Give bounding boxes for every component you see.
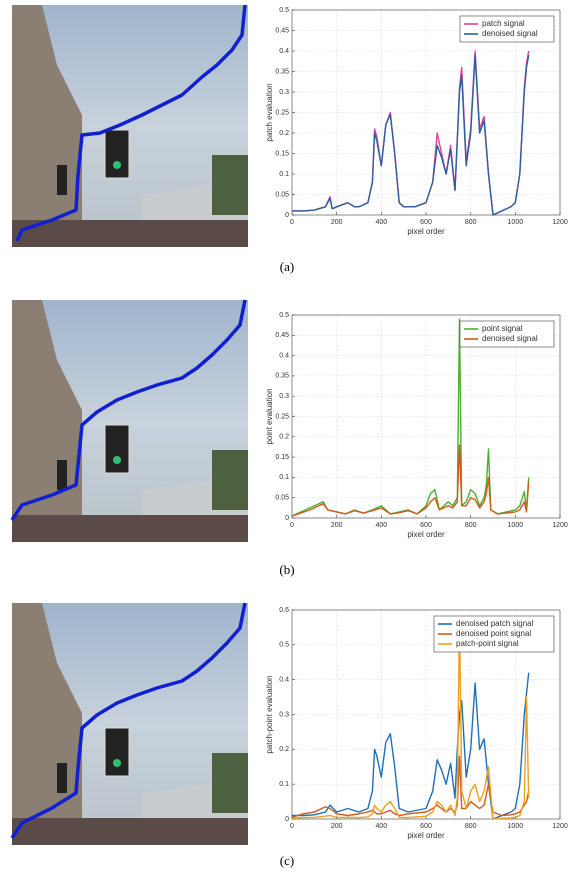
x-tick-label: 600	[420, 522, 432, 529]
legend-label: point signal	[482, 324, 523, 333]
y-tick-label: 0.15	[275, 150, 289, 157]
y-tick-label: 0.2	[279, 130, 289, 137]
y-tick-label: 0.25	[275, 109, 289, 116]
x-tick-label: 400	[375, 219, 387, 226]
series-line	[291, 444, 530, 517]
contour	[10, 299, 247, 521]
x-tick-label: 0	[290, 522, 294, 529]
x-tick-label: 1200	[552, 219, 568, 226]
traffic-light	[57, 460, 67, 490]
x-tick-label: 1200	[552, 823, 568, 830]
x-axis-label: pixel order	[407, 831, 445, 840]
caption: (c)	[280, 853, 294, 868]
x-tick-label: 200	[331, 219, 343, 226]
legend-box	[433, 615, 555, 653]
y-tick-label: 0.4	[279, 352, 289, 359]
trees	[212, 450, 248, 510]
traffic-light	[104, 424, 130, 474]
legend-label: denoised point signal	[456, 629, 531, 638]
y-tick-label: 0.6	[279, 607, 289, 614]
x-tick-label: 400	[375, 522, 387, 529]
legend-box	[459, 15, 555, 43]
y-tick-label: 0.45	[275, 27, 289, 34]
photo	[12, 4, 248, 247]
x-tick-label: 200	[331, 522, 343, 529]
green-light	[113, 456, 121, 464]
y-tick-label: 0	[285, 515, 289, 522]
y-tick-label: 0.25	[275, 413, 289, 420]
y-tick-label: 0.3	[279, 711, 289, 718]
y-tick-label: 0.05	[275, 495, 289, 502]
y-tick-label: 0.5	[279, 312, 289, 319]
traffic-light	[57, 165, 67, 195]
x-tick-label: 0	[290, 219, 294, 226]
y-tick-label: 0.35	[275, 68, 289, 75]
legend-label: denoised signal	[482, 334, 538, 343]
y-tick-label: 0	[285, 212, 289, 219]
y-tick-label: 0.3	[279, 89, 289, 96]
x-axis-label: pixel order	[407, 530, 445, 539]
green-light	[113, 759, 121, 767]
trees	[212, 753, 248, 813]
y-tick-label: 0.05	[275, 191, 289, 198]
x-tick-label: 0	[290, 823, 294, 830]
x-tick-label: 1000	[508, 823, 524, 830]
y-tick-label: 0.15	[275, 454, 289, 461]
axes-box	[291, 609, 561, 820]
y-tick-label: 0.4	[279, 677, 289, 684]
x-tick-label: 200	[331, 823, 343, 830]
y-tick-label: 0.1	[279, 171, 289, 178]
series-line	[292, 54, 530, 216]
axes-box	[291, 314, 561, 519]
x-axis-label: pixel order	[407, 227, 445, 236]
y-tick-label: 0.3	[279, 393, 289, 400]
traffic-light	[104, 129, 130, 179]
legend-label: patch signal	[482, 19, 525, 28]
y-tick-label: 0.5	[279, 642, 289, 649]
y-tick-label: 0.2	[279, 746, 289, 753]
series-line	[291, 755, 530, 818]
y-tick-label: 0.1	[279, 781, 289, 788]
y-tick-label: 0.2	[279, 434, 289, 441]
street	[12, 818, 248, 845]
x-tick-label: 1200	[552, 522, 568, 529]
caption: (b)	[279, 562, 294, 577]
x-tick-label: 1000	[508, 522, 524, 529]
street	[12, 515, 248, 542]
photo	[10, 602, 248, 845]
y-tick-label: 0	[285, 816, 289, 823]
x-tick-label: 800	[465, 522, 477, 529]
y-tick-label: 0.45	[275, 332, 289, 339]
x-tick-label: 1000	[508, 219, 524, 226]
traffic-light	[57, 763, 67, 793]
y-axis-label: patch-point evaluation	[265, 675, 274, 753]
legend-label: denoised signal	[482, 29, 538, 38]
legend-label: denoised patch signal	[456, 619, 534, 628]
legend-label: patch-point signal	[456, 639, 519, 648]
green-light	[113, 161, 121, 169]
y-axis-label: patch evaluation	[265, 83, 274, 141]
street	[12, 220, 248, 247]
x-tick-label: 400	[375, 823, 387, 830]
axes-box	[291, 9, 561, 216]
x-tick-label: 800	[465, 219, 477, 226]
y-tick-label: 0.4	[279, 48, 289, 55]
x-tick-label: 600	[420, 219, 432, 226]
y-axis-label: point evaluation	[265, 388, 274, 444]
contour	[10, 602, 247, 839]
photo	[10, 299, 248, 542]
x-tick-label: 600	[420, 823, 432, 830]
y-tick-label: 0.5	[279, 7, 289, 14]
traffic-light	[104, 727, 130, 777]
x-tick-label: 800	[465, 823, 477, 830]
y-tick-label: 0.35	[275, 373, 289, 380]
caption: (a)	[280, 259, 294, 274]
series-line	[291, 616, 530, 820]
contour	[15, 4, 247, 242]
trees	[212, 155, 248, 215]
legend-box	[459, 320, 555, 348]
y-tick-label: 0.1	[279, 474, 289, 481]
